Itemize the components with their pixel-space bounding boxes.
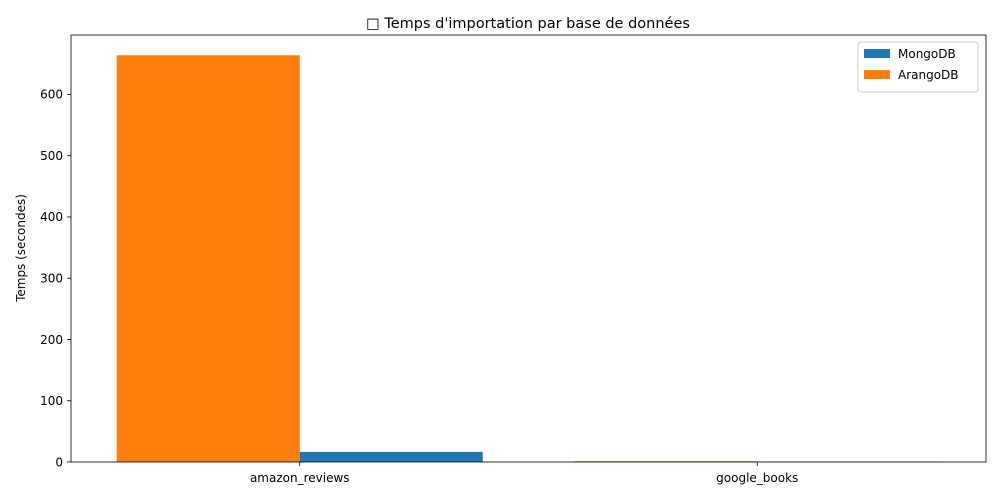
bar-mongodb-amazon_reviews [299, 451, 483, 462]
y-axis: 0 100 200 300 400 500 600 [40, 88, 71, 469]
x-axis: amazon_reviews google_books [250, 462, 798, 485]
y-tick-label: 300 [40, 272, 63, 286]
legend-swatch-arangodb [864, 70, 890, 79]
legend-label-mongodb: MongoDB [898, 47, 956, 61]
y-tick-label: 500 [40, 149, 63, 163]
chart-title: □ Temps d'importation par base de donnée… [366, 16, 690, 32]
legend-label-arangodb: ArangoDB [898, 68, 959, 82]
bars-group [116, 55, 941, 462]
axes-group [70, 34, 987, 463]
plot-frame [70, 34, 987, 463]
y-tick-label: 0 [55, 455, 63, 469]
y-tick-label: 200 [40, 333, 63, 347]
y-tick-label: 100 [40, 394, 63, 408]
x-tick-label: google_books [716, 471, 798, 485]
y-tick-label: 400 [40, 210, 63, 224]
legend-swatch-mongodb [864, 49, 890, 58]
y-axis-title: Temps (secondes) [14, 194, 28, 303]
legend: MongoDB ArangoDB [857, 41, 979, 93]
y-tick-label: 600 [40, 88, 63, 102]
x-tick-label: amazon_reviews [250, 471, 350, 485]
bar-arangodb-amazon_reviews [116, 55, 300, 462]
